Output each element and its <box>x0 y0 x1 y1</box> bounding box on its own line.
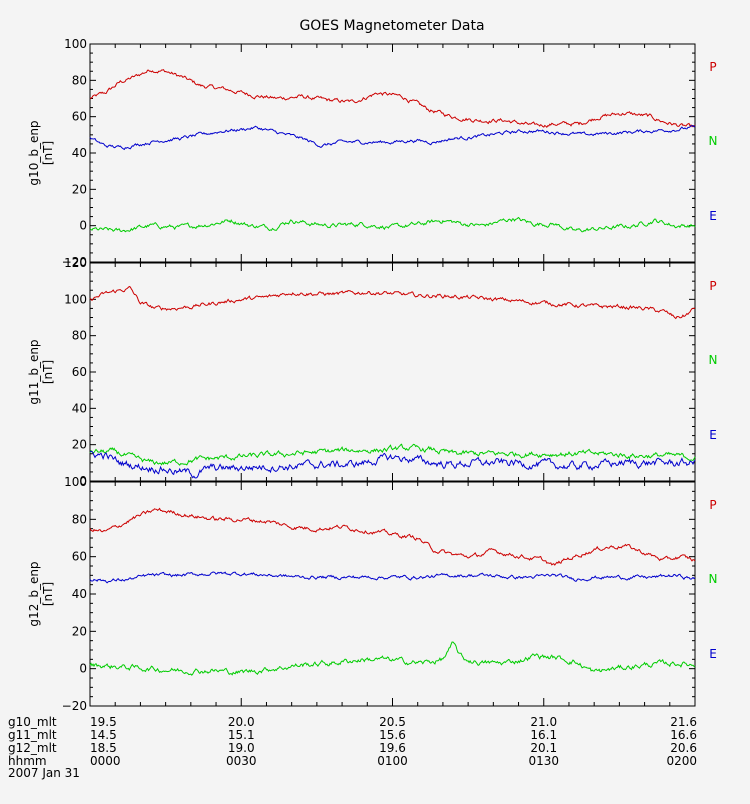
y-tick-label: 40 <box>72 401 87 415</box>
x-row-label: g11_mlt <box>8 728 57 742</box>
x-tick-label: 0030 <box>226 754 257 768</box>
x-tick-label: 0130 <box>528 754 559 768</box>
legend-p: P <box>709 279 716 293</box>
y-tick-label: −20 <box>62 699 87 713</box>
x-tick-label: 20.5 <box>379 715 406 729</box>
panel-3-ylabel: g12_b_enp <box>27 561 41 626</box>
chart-title: GOES Magnetometer Data <box>299 18 484 34</box>
x-tick-label: 18.5 <box>90 741 117 755</box>
y-tick-label: 100 <box>64 37 87 51</box>
series-p-line <box>89 507 696 566</box>
x-tick-label: 19.0 <box>228 741 255 755</box>
panel-2-yunit: [nT] <box>41 360 55 384</box>
y-tick-label: 80 <box>72 73 87 87</box>
x-tick-label: 19.5 <box>90 715 117 729</box>
x-tick-label: 0000 <box>90 754 121 768</box>
panel-2-ylabel: g11_b_enp <box>27 339 41 404</box>
legend-n: N <box>709 134 718 148</box>
legend-p: P <box>709 498 716 512</box>
x-tick-label: 20.6 <box>670 741 697 755</box>
x-tick-label: 16.6 <box>670 728 697 742</box>
x-row-label: g10_mlt <box>8 715 57 729</box>
y-tick-label: 0 <box>79 219 87 233</box>
series-n-line <box>89 216 696 233</box>
panel-1-ylabel: g10_b_enp <box>27 120 41 185</box>
y-tick-label: 80 <box>72 329 87 343</box>
x-tick-label: 20.1 <box>530 741 557 755</box>
y-tick-label: 20 <box>72 438 87 452</box>
series-n-line <box>89 641 696 676</box>
y-tick-label: 60 <box>72 550 87 564</box>
y-tick-label: 100 <box>64 292 87 306</box>
series-e-line <box>89 125 696 151</box>
panel-1-yunit: [nT] <box>41 141 55 165</box>
series-e-line <box>89 571 696 584</box>
x-tick-label: 0100 <box>377 754 408 768</box>
series-e-line <box>90 451 696 479</box>
series-p-line <box>89 69 696 128</box>
legend-p: P <box>709 60 716 74</box>
date-label: 2007 Jan 31 <box>8 766 80 780</box>
y-tick-label: 40 <box>72 587 87 601</box>
y-tick-label: 60 <box>72 110 87 124</box>
x-tick-label: 19.6 <box>379 741 406 755</box>
series-p-line <box>89 285 696 320</box>
y-tick-label: 20 <box>72 182 87 196</box>
x-tick-label: 21.6 <box>670 715 697 729</box>
y-tick-label: 120 <box>64 256 87 270</box>
x-tick-label: 14.5 <box>90 728 117 742</box>
x-tick-label: 20.0 <box>228 715 255 729</box>
y-tick-label: 0 <box>79 662 87 676</box>
y-tick-label: −20 <box>62 255 87 269</box>
series-n-line <box>89 443 696 466</box>
x-row-label: hhmm <box>8 754 47 768</box>
x-tick-label: 21.0 <box>530 715 557 729</box>
y-tick-label: 100 <box>64 475 87 489</box>
legend-e: E <box>709 647 717 661</box>
legend-e: E <box>709 428 717 442</box>
x-tick-label: 16.1 <box>530 728 557 742</box>
x-tick-label: 15.1 <box>228 728 255 742</box>
x-tick-label: 15.6 <box>379 728 406 742</box>
legend-e: E <box>709 209 717 223</box>
legend-n: N <box>709 572 718 586</box>
legend-n: N <box>709 353 718 367</box>
y-tick-label: 40 <box>72 146 87 160</box>
y-tick-label: 0 <box>79 474 87 488</box>
x-tick-label: 0200 <box>666 754 697 768</box>
y-tick-label: 20 <box>72 624 87 638</box>
panel-3-yunit: [nT] <box>41 582 55 606</box>
y-tick-label: 60 <box>72 365 87 379</box>
y-tick-label: 80 <box>72 512 87 526</box>
x-row-label: g12_mlt <box>8 741 57 755</box>
